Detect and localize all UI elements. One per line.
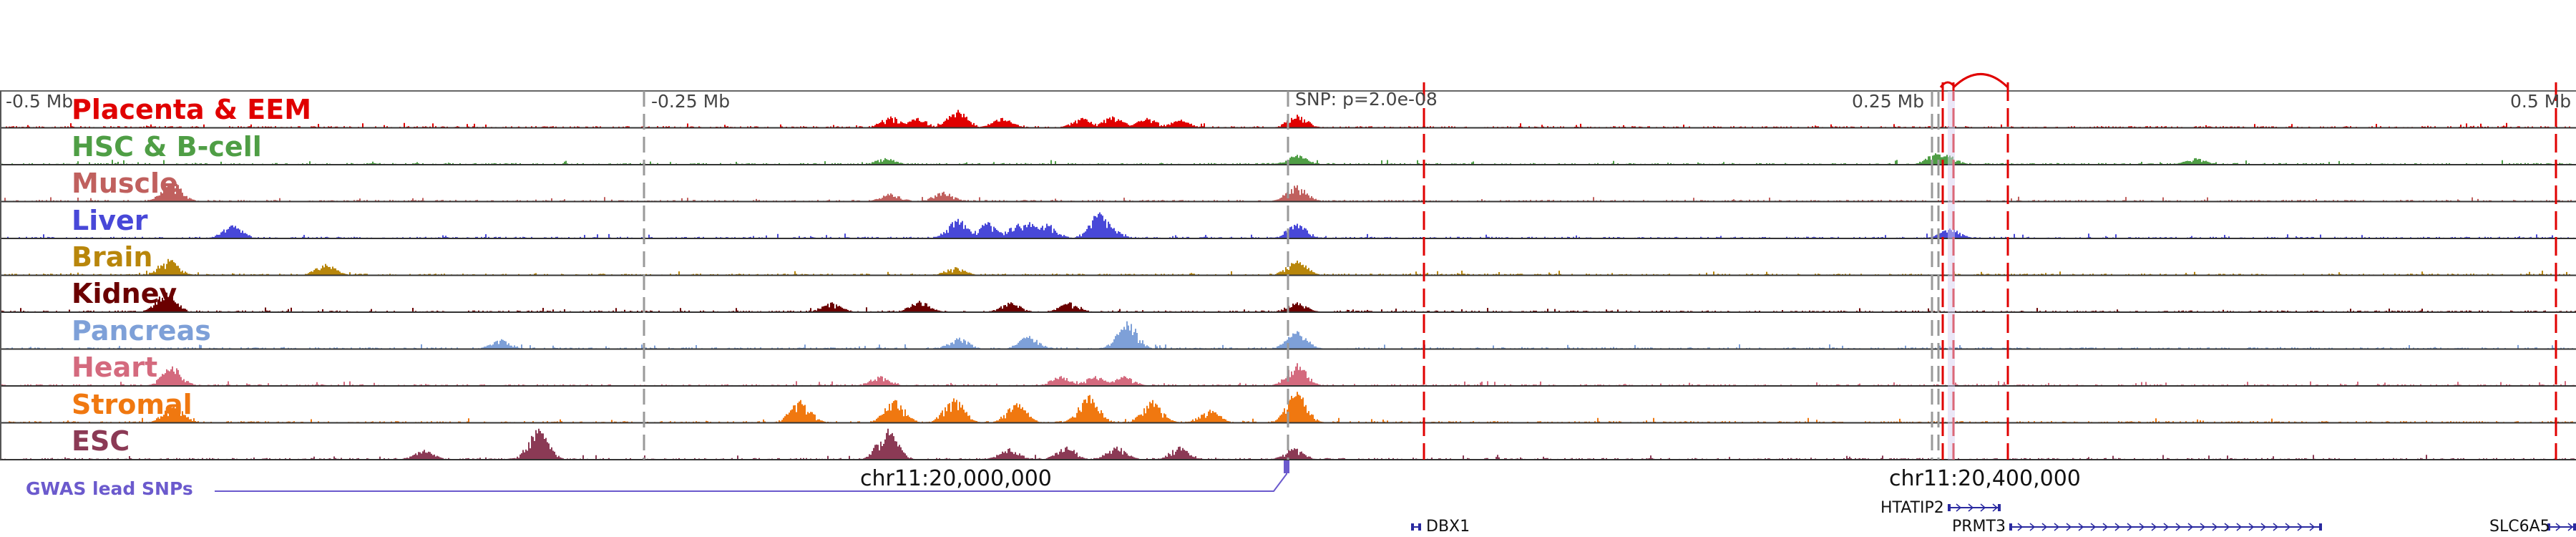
gene-model-prmt3-strand-arrow [2212,523,2218,531]
gene-model-slc6a5-strand-arrow [2567,523,2574,531]
gwas-snp-marker [1284,460,1289,473]
gene-model-prmt3-strand-arrow [2260,523,2267,531]
track-label-esc: ESC [72,425,130,457]
gene-label-htatip2: HTATIP2 [1880,499,1944,517]
gene-model-prmt3-strand-arrow [2017,523,2024,531]
gene-model-dbx1-exon [1411,523,1414,531]
gene-model-prmt3-strand-arrow [2248,523,2255,531]
track-label-liver: Liver [72,205,148,236]
gene-label-slc6a5: SLC6A5 [2489,518,2550,536]
gene-model-prmt3-strand-arrow [2200,523,2206,531]
track-label-stromal: Stromal [72,389,192,420]
coordinate-label: chr11:20,400,000 [1889,466,2081,491]
axis-tick-label: 0.25 Mb [1852,91,1925,112]
gene-label-prmt3: PRMT3 [1952,518,2006,536]
gene-model-prmt3-strand-arrow [2102,523,2109,531]
gene-model-slc6a5-strand-arrow [2555,523,2562,531]
gene-model-slc6a5-exon [2573,523,2576,531]
axis-tick-label: -0.5 Mb [6,91,74,112]
gene-model-prmt3-strand-arrow [2029,523,2036,531]
gene-model-htatip2-strand-arrow [1968,503,1974,512]
track-label-hsc-bcell: HSC & B-cell [72,131,262,163]
gene-model-prmt3-strand-arrow [2297,523,2303,531]
gwas-connector [215,460,1287,492]
gene-model-prmt3-strand-arrow [2175,523,2182,531]
gene-model-slc6a5-exon [2547,523,2550,531]
gene-model-prmt3-strand-arrow [2151,523,2157,531]
gene-model-prmt3-strand-arrow [2163,523,2170,531]
signal-track [0,258,2576,276]
coordinate-label: chr11:20,000,000 [860,466,1052,491]
gene-model-prmt3-strand-arrow [2078,523,2084,531]
gene-model-prmt3-strand-arrow [2309,523,2316,531]
gene-model-prmt3-strand-arrow [2127,523,2133,531]
signal-track [0,428,2576,460]
gene-model-htatip2-strand-arrow [1956,503,1962,512]
highlight-region [1948,91,1955,460]
gene-model-prmt3-strand-arrow [2224,523,2230,531]
gene-model-prmt3-strand-arrow [2054,523,2060,531]
track-label-placenta: Placenta & EEM [72,94,312,125]
gene-model-htatip2-exon [1998,504,2001,511]
gene-model-prmt3-strand-arrow [2114,523,2121,531]
track-label-kidney: Kidney [72,278,177,309]
track-label-heart: Heart [72,352,158,383]
track-label-pancreas: Pancreas [72,315,211,347]
axis-tick-label: 0.5 Mb [2510,91,2572,112]
axis-tick-label: -0.25 Mb [651,91,731,112]
gene-label-dbx1: DBX1 [1426,518,1470,536]
gene-model-prmt3-strand-arrow [2090,523,2097,531]
signal-track [0,392,2576,423]
gene-model-prmt3-strand-arrow [2041,523,2048,531]
gene-model-prmt3-strand-arrow [2273,523,2279,531]
gene-model-prmt3-exon [2009,523,2012,531]
gene-model-prmt3-strand-arrow [2187,523,2194,531]
gene-model-htatip2-strand-arrow [1980,503,1986,512]
track-label-muscle: Muscle [72,168,178,199]
gene-model-prmt3-strand-arrow [2139,523,2145,531]
gwas-track-label: GWAS lead SNPs [26,478,193,499]
gene-model-prmt3-strand-arrow [2285,523,2291,531]
gene-model-prmt3-strand-arrow [2066,523,2072,531]
loop-arc [1952,73,2009,89]
gene-model-htatip2-strand-arrow [1992,503,1999,512]
track-label-brain: Brain [72,241,153,273]
gene-model-prmt3-strand-arrow [2236,523,2243,531]
gene-model-prmt3-exon [2319,523,2322,531]
snp-axis-label: SNP: p=2.0e-08 [1295,89,1438,110]
gene-model-htatip2-exon [1948,504,1951,511]
gene-model-dbx1-exon [1418,523,1421,531]
